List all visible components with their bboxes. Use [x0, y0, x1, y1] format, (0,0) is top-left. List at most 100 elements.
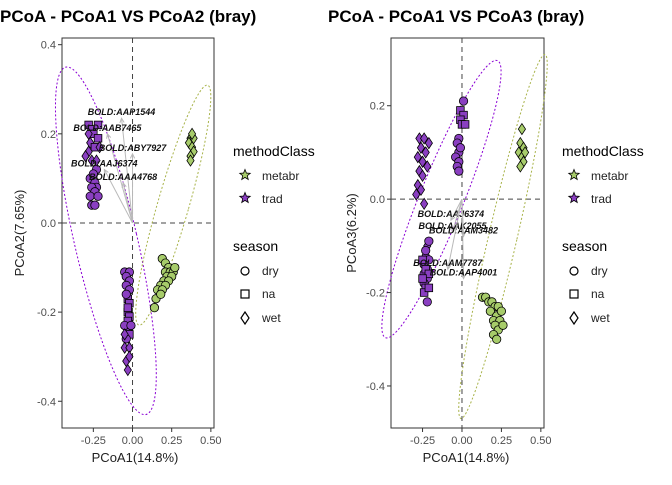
loading-label: BOLD:AAB7465	[73, 123, 142, 133]
panel-1-plot-area: BOLD:AAP1544 BOLD:AAB7465 BOLD:ABY7927 BOLD…	[54, 38, 214, 428]
legend-2-method-title: methodClass	[562, 143, 644, 159]
point-trad-square	[418, 255, 427, 265]
point-metabr-circle	[485, 306, 495, 316]
point-trad-circle	[93, 191, 103, 201]
point-metabr-circle	[170, 262, 180, 273]
legend-1-wet-key	[240, 310, 250, 326]
point-trad-square	[418, 274, 427, 283]
y-tick-label: -0.2	[366, 288, 385, 300]
loading-arrowhead	[450, 215, 456, 222]
y-tick-label: -0.4	[366, 381, 385, 393]
legend-1-trad-key	[238, 191, 252, 204]
loading-arrow	[106, 133, 133, 224]
y-tick-label: 0.4	[41, 40, 56, 52]
panel-1-plot-frame	[61, 37, 215, 429]
point-metabr-diamond	[187, 127, 197, 141]
point-trad-diamond	[95, 140, 104, 154]
panel-1-y-label: PCoA2(7.65%)	[12, 190, 27, 277]
point-metabr-circle	[496, 306, 507, 316]
legend-1-na-key	[240, 289, 250, 299]
point-trad-circle	[422, 297, 432, 307]
loading-arrow	[122, 182, 134, 224]
point-trad-diamond	[424, 136, 433, 150]
panel-1-y-ticks: -0.4 -0.2 0.0 0.2 0.4	[37, 40, 62, 408]
point-trad-diamond	[420, 132, 429, 145]
point-trad-diamond	[123, 363, 132, 377]
loading-arrowhead	[451, 226, 457, 233]
y-tick-label: 0.2	[370, 101, 385, 113]
panel-1-x-label: PCoA1(14.8%)	[92, 450, 179, 465]
x-tick-label: -0.25	[410, 435, 435, 447]
point-trad-circle	[421, 245, 431, 256]
panel-2-y-ticks: -0.4 -0.2 0.0 0.2	[366, 101, 391, 393]
x-tick-label: 0.25	[161, 435, 182, 447]
y-tick-label: 0.0	[41, 218, 56, 230]
loading-arrowhead	[460, 231, 466, 238]
legend-1-na-label: na	[262, 287, 276, 301]
panel-2-legend: methodClass metabr trad season dry na we…	[562, 143, 644, 326]
loading-arrowhead	[121, 181, 127, 188]
point-trad-circle	[126, 320, 136, 331]
point-metabr-diamond	[186, 154, 195, 167]
y-tick-label: -0.2	[37, 307, 56, 319]
point-trad-diamond	[418, 169, 427, 183]
legend-2-metabr-key	[567, 168, 581, 181]
loading-arrow	[121, 118, 134, 224]
point-trad-square	[424, 269, 434, 279]
panel-2-x-label: PCoA1(14.8%)	[423, 450, 510, 465]
panel-1-title: PCoA - PCoA1 VS PCoA2 (bray)	[0, 7, 256, 26]
loading-arrow	[450, 198, 463, 221]
panel-2-title: PCoA - PCoA1 VS PCoA3 (bray)	[328, 7, 584, 26]
loading-arrowhead	[129, 152, 136, 159]
legend-2-na-key	[569, 289, 579, 299]
loading-label: BOLD:AAP4001	[430, 268, 498, 278]
legend-1-season-title: season	[233, 238, 278, 254]
loading-label: BOLD:AAJ6374	[418, 209, 485, 219]
legend-1-method-title: methodClass	[233, 143, 315, 159]
legend-2-wet-label: wet	[590, 311, 610, 325]
legend-2-dry-label: dry	[591, 264, 608, 278]
y-tick-label: 0.2	[41, 129, 56, 141]
x-tick-label: 0.00	[122, 435, 143, 447]
panel-2-x-ticks: -0.25 0.00 0.25 0.50	[410, 428, 552, 447]
y-tick-label: 0.0	[370, 194, 385, 206]
point-trad-diamond	[125, 350, 134, 363]
legend-2-trad-key	[567, 191, 581, 204]
x-tick-label: 0.00	[451, 435, 472, 447]
point-trad-diamond	[81, 149, 90, 163]
loading-label: BOLD:AAA4768	[89, 172, 157, 182]
point-metabr-diamond	[516, 160, 525, 173]
legend-2-wet-key	[569, 310, 579, 326]
point-trad-square	[123, 303, 133, 312]
y-tick-label: -0.4	[37, 396, 56, 408]
loading-arrowhead	[460, 273, 467, 280]
legend-1-dry-key	[240, 266, 250, 276]
point-trad-diamond	[421, 146, 430, 159]
loading-arrow	[447, 199, 463, 270]
point-metabr-circle	[156, 289, 166, 299]
point-metabr-circle	[498, 320, 508, 330]
loading-arrowhead	[103, 168, 109, 175]
point-trad-circle	[455, 143, 466, 153]
confidence-ellipse-metabr	[458, 53, 548, 420]
point-trad-circle	[121, 289, 131, 299]
panel-1-legend: methodClass metabr trad season dry na we…	[233, 143, 315, 326]
point-trad-circle	[90, 200, 100, 210]
point-trad-diamond	[120, 328, 129, 341]
point-metabr-diamond	[520, 146, 530, 159]
x-tick-label: 0.50	[530, 435, 551, 447]
point-trad-diamond	[416, 183, 426, 197]
legend-1-dry-label: dry	[262, 264, 279, 278]
loading-label: BOLD:AAK2055	[419, 221, 488, 231]
loading-label: BOLD:AAM7787	[413, 258, 483, 268]
point-trad-diamond	[412, 188, 421, 201]
point-trad-square	[419, 288, 429, 297]
point-trad-circle	[85, 191, 95, 201]
loading-label: BOLD:AAM3482	[429, 226, 498, 236]
point-trad-diamond	[416, 141, 426, 154]
loading-arrowhead	[446, 264, 452, 271]
panel-2-y-label: PCoA3(6.2%)	[344, 193, 359, 272]
legend-1-wet-label: wet	[261, 311, 281, 325]
legend-2-na-label: na	[591, 287, 605, 301]
